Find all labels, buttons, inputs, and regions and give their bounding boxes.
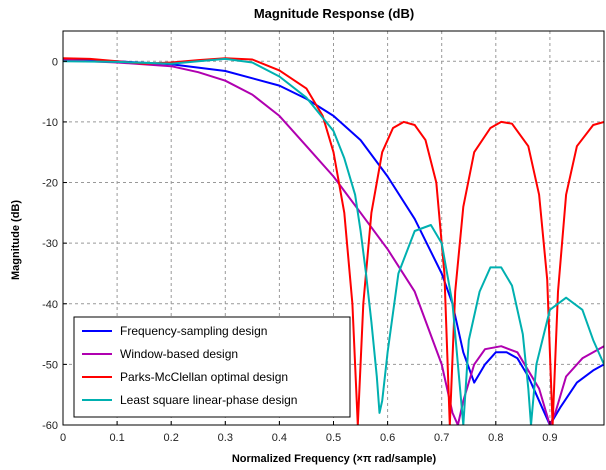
y-tick-label: -60: [42, 420, 58, 432]
y-axis-label: Magnitude (dB): [10, 200, 22, 280]
legend: Frequency-sampling design Window-based de…: [73, 316, 351, 418]
y-tick-label: -50: [42, 359, 58, 371]
series-line: [63, 59, 604, 425]
y-tick-label: -40: [42, 299, 58, 311]
x-tick-label: 0.1: [109, 432, 124, 444]
legend-label: Window-based design: [120, 347, 238, 361]
x-tick-label: 0.4: [272, 432, 287, 444]
x-tick-label: 0: [60, 432, 66, 444]
legend-label: Frequency-sampling design: [120, 324, 267, 338]
series-line: [63, 57, 604, 425]
x-axis-label: Normalized Frequency (×π rad/sample): [232, 453, 437, 465]
legend-label: Parks-McClellan optimal design: [120, 370, 288, 384]
y-tick-label: -20: [42, 178, 58, 190]
series-line: [63, 58, 604, 425]
x-tick-label: 0.2: [164, 432, 179, 444]
series-layer: [63, 57, 604, 425]
y-tick-label: -10: [42, 117, 58, 129]
y-tick-label: -30: [42, 238, 58, 250]
x-tick-label: 0.3: [218, 432, 233, 444]
x-tick-label: 0.7: [434, 432, 449, 444]
series-line: [63, 57, 604, 425]
legend-label: Least square linear-phase design: [120, 393, 297, 407]
legend-box: [73, 316, 351, 418]
x-tick-label: 0.9: [542, 432, 557, 444]
y-tick-label: 0: [52, 56, 58, 68]
chart-title: Magnitude Response (dB): [254, 6, 414, 21]
x-tick-label: 0.8: [488, 432, 503, 444]
x-tick-label: 0.6: [380, 432, 395, 444]
tick-labels: 0 0.1 0.2 0.3 0.4 0.5 0.6 0.7 0.8 0.9 0 -10 -20 -30 -4…: [42, 56, 557, 444]
x-tick-label: 0.5: [326, 432, 341, 444]
